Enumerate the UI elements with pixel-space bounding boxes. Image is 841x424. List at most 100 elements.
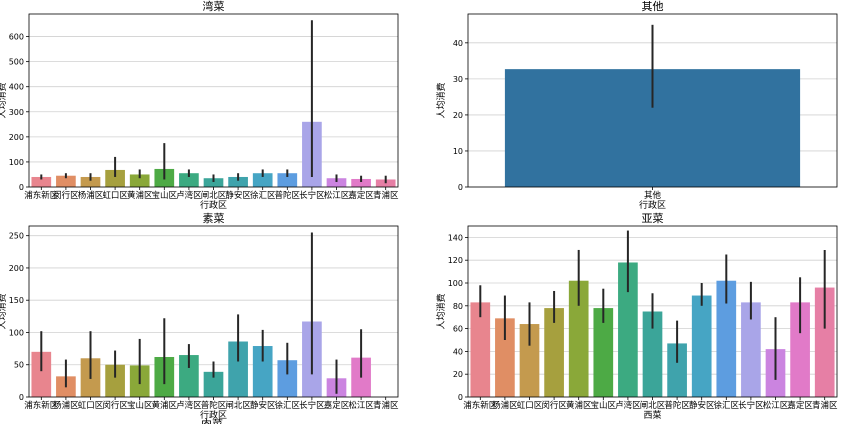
x-tick-label: 普陀区 bbox=[275, 190, 301, 201]
plot-frame bbox=[467, 13, 838, 188]
bar-徐汇区 bbox=[252, 173, 273, 187]
y-tick-label: 100 bbox=[448, 279, 463, 288]
y-axis-label: 人均消费 bbox=[435, 293, 447, 329]
bar-卢湾区 bbox=[618, 262, 638, 397]
x-axis-label: 西菜 bbox=[643, 409, 661, 421]
x-tick-label: 黄浦区 bbox=[152, 400, 178, 411]
x-tick-label: 杨浦区 bbox=[492, 400, 518, 411]
x-tick-label: 黄浦区 bbox=[127, 190, 153, 201]
x-tick-label: 长宁区 bbox=[299, 400, 325, 411]
y-tick-label: 200 bbox=[9, 264, 24, 273]
x-tick-label: 嘉定区 bbox=[324, 400, 350, 411]
x-axis-label: 行政区 bbox=[639, 199, 666, 211]
bar-普陀区 bbox=[203, 371, 224, 397]
x-tick-label: 长宁区 bbox=[299, 190, 325, 201]
x-tick-label: 卢湾区 bbox=[615, 400, 641, 411]
x-tick-label: 普陀区 bbox=[664, 400, 690, 411]
x-tick-label: 浦东新区 bbox=[463, 400, 498, 411]
x-tick-label: 宝山区 bbox=[152, 190, 178, 201]
plot-frame bbox=[467, 225, 838, 398]
x-tick-label: 虹口区 bbox=[517, 401, 543, 411]
y-tick-label: 150 bbox=[9, 296, 24, 305]
plot-frame bbox=[28, 225, 399, 398]
x-tick-label: 宝山区 bbox=[591, 400, 617, 411]
x-tick-label: 徐汇区 bbox=[714, 400, 740, 411]
y-tick-label: 100 bbox=[9, 328, 24, 337]
y-tick-label: 0 bbox=[19, 393, 24, 402]
x-tick-label: 徐汇区 bbox=[250, 190, 276, 201]
y-tick-label: 0 bbox=[458, 393, 463, 402]
bar-卢湾区 bbox=[179, 173, 199, 187]
bar-黄浦区 bbox=[129, 174, 150, 187]
x-tick-label: 青浦区 bbox=[812, 400, 838, 411]
y-tick-label: 300 bbox=[9, 108, 24, 117]
plot-frame bbox=[28, 13, 399, 188]
x-tick-label: 卢湾区 bbox=[176, 190, 202, 201]
bar-杨浦区 bbox=[80, 176, 101, 187]
bar-杨浦区 bbox=[495, 318, 515, 397]
bar-闸北区 bbox=[228, 341, 248, 397]
panel-title: 其他 bbox=[642, 0, 664, 13]
x-tick-label: 嘉定区 bbox=[787, 400, 813, 411]
x-tick-label: 虹口区 bbox=[78, 401, 104, 411]
x-axis-label: 行政区 bbox=[200, 199, 227, 211]
bar-浦东新区 bbox=[470, 302, 491, 397]
y-tick-label: 400 bbox=[9, 83, 24, 92]
bar-长宁区 bbox=[741, 302, 761, 397]
x-tick-label: 杨浦区 bbox=[78, 190, 104, 201]
bar-虹口区 bbox=[105, 169, 125, 187]
x-tick-label: 静安区 bbox=[250, 400, 276, 411]
y-axis-label: 人均消费 bbox=[0, 82, 8, 118]
bar-闵行区 bbox=[56, 175, 76, 187]
bar-静安区 bbox=[252, 346, 273, 397]
x-tick-label: 其他 bbox=[644, 190, 662, 201]
x-tick-label: 松江区 bbox=[348, 400, 374, 411]
y-tick-label: 500 bbox=[9, 58, 24, 67]
y-tick-label: 140 bbox=[448, 233, 463, 242]
x-tick-label: 闵行区 bbox=[53, 190, 79, 201]
bar-闵行区 bbox=[105, 364, 125, 397]
x-tick-label: 闸北区 bbox=[201, 191, 227, 201]
x-tick-label: 闵行区 bbox=[102, 400, 128, 411]
y-axis-label: 人均消费 bbox=[435, 82, 447, 118]
y-tick-label: 80 bbox=[453, 302, 463, 311]
x-tick-label: 嘉定区 bbox=[348, 190, 374, 201]
x-tick-label: 松江区 bbox=[324, 190, 350, 201]
bar-青浦区 bbox=[814, 287, 835, 397]
bar-普陀区 bbox=[667, 343, 687, 397]
cut-off-panel-title: 肉菜 bbox=[201, 418, 223, 424]
bar-虹口区 bbox=[519, 324, 540, 397]
bar-徐汇区 bbox=[716, 280, 737, 397]
bar-徐汇区 bbox=[277, 360, 298, 397]
y-tick-label: 60 bbox=[453, 325, 463, 334]
x-tick-label: 徐汇区 bbox=[275, 400, 301, 411]
x-tick-label: 闸北区 bbox=[640, 401, 666, 411]
y-tick-label: 600 bbox=[9, 33, 24, 42]
panel-title: 素菜 bbox=[203, 212, 225, 225]
bar-浦东新区 bbox=[31, 351, 52, 397]
x-axis-label: 行政区 bbox=[200, 409, 227, 421]
bar-闸北区 bbox=[642, 311, 663, 397]
x-tick-label: 青浦区 bbox=[373, 190, 399, 201]
y-tick-label: 20 bbox=[453, 111, 463, 120]
bar-卢湾区 bbox=[179, 355, 199, 397]
x-tick-label: 静安区 bbox=[225, 190, 251, 201]
y-tick-label: 200 bbox=[9, 133, 24, 142]
x-tick-label: 宝山区 bbox=[127, 400, 153, 411]
bar-松江区 bbox=[326, 178, 347, 187]
panel-title: 亚菜 bbox=[642, 212, 664, 225]
y-tick-label: 120 bbox=[448, 256, 463, 265]
x-tick-label: 闸北区 bbox=[225, 401, 251, 411]
y-axis-label: 人均消费 bbox=[0, 293, 8, 329]
bar-嘉定区 bbox=[790, 302, 810, 397]
x-tick-label: 卢湾区 bbox=[176, 400, 202, 411]
y-tick-label: 40 bbox=[453, 39, 463, 48]
x-tick-label: 长宁区 bbox=[738, 400, 764, 411]
bar-普陀区 bbox=[277, 173, 298, 187]
bar-静安区 bbox=[228, 176, 248, 187]
y-tick-label: 0 bbox=[19, 183, 24, 192]
